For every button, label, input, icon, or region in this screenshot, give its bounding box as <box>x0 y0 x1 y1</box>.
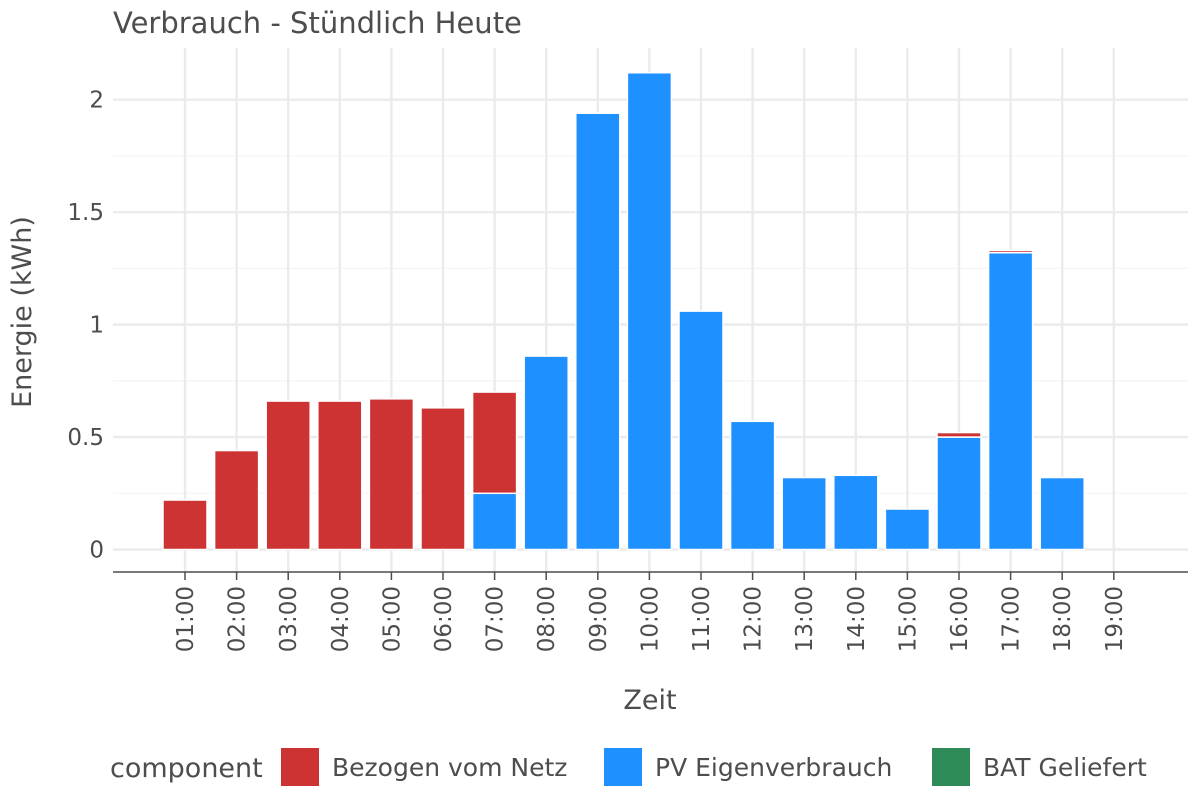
bar <box>1039 476 1085 551</box>
legend-key <box>281 748 319 786</box>
x-tick-label: 10:00 <box>637 586 663 652</box>
bar <box>317 400 363 551</box>
bar <box>162 499 208 551</box>
legend-key <box>932 748 970 786</box>
bar <box>523 355 569 551</box>
x-tick-label: 13:00 <box>792 586 818 652</box>
x-tick-label: 09:00 <box>586 586 612 652</box>
legend-label: BAT Geliefert <box>983 753 1147 782</box>
legend-title: component <box>110 753 263 784</box>
legend: component Bezogen vom Netz PV Eigenverbra… <box>110 748 1147 786</box>
y-tick-label: 1 <box>89 313 104 339</box>
x-tick-label: 07:00 <box>483 586 509 652</box>
x-tick-label: 18:00 <box>1050 586 1076 652</box>
bar <box>265 400 311 551</box>
legend-label: PV Eigenverbrauch <box>655 753 892 782</box>
bar <box>987 251 1034 551</box>
bar <box>833 474 879 551</box>
legend-key <box>604 748 642 786</box>
bar <box>936 436 982 551</box>
x-tick-label: 15:00 <box>895 586 921 652</box>
y-tick-label: 2 <box>89 88 104 114</box>
x-tick-label: 17:00 <box>999 586 1025 652</box>
bar <box>729 420 776 551</box>
bar <box>471 391 518 495</box>
x-axis-title: Zeit <box>623 685 676 716</box>
legend-label: Bezogen vom Netz <box>332 753 567 782</box>
bar <box>678 310 724 551</box>
y-tick-label: 0.5 <box>67 425 104 451</box>
bar <box>213 449 260 551</box>
x-tick-label: 16:00 <box>947 586 973 652</box>
x-tick-label: 12:00 <box>741 586 767 652</box>
y-axis-title: Energie (kWh) <box>7 216 38 408</box>
bars <box>162 71 1085 551</box>
bar <box>575 112 621 551</box>
x-tick-label: 02:00 <box>225 586 251 652</box>
x-tick-label: 04:00 <box>328 586 354 652</box>
chart-title: Verbrauch - Stündlich Heute <box>113 6 522 40</box>
x-tick-label: 05:00 <box>379 586 405 652</box>
x-tick-label: 19:00 <box>1102 586 1128 652</box>
x-tick-label: 11:00 <box>689 586 715 652</box>
bar <box>987 249 1034 254</box>
bar <box>420 407 466 551</box>
y-tick-label: 1.5 <box>67 200 104 226</box>
x-tick-label: 06:00 <box>431 586 457 652</box>
x-tick-label: 08:00 <box>534 586 560 652</box>
bar <box>368 398 415 551</box>
x-ticks: 01:00 02:00 03:00 04:00 05:00 06:00 07:00 08:00… <box>173 572 1128 652</box>
x-tick-label: 14:00 <box>844 586 870 652</box>
x-tick-label: 03:00 <box>276 586 302 652</box>
bar <box>626 71 673 551</box>
x-tick-label: 01:00 <box>173 586 199 652</box>
bar <box>884 508 931 551</box>
y-tick-label: 0 <box>89 538 104 564</box>
bar <box>471 492 518 551</box>
bar <box>781 476 827 551</box>
bar <box>936 431 982 438</box>
y-ticks: 0 0.5 1 1.5 2 <box>67 88 104 564</box>
